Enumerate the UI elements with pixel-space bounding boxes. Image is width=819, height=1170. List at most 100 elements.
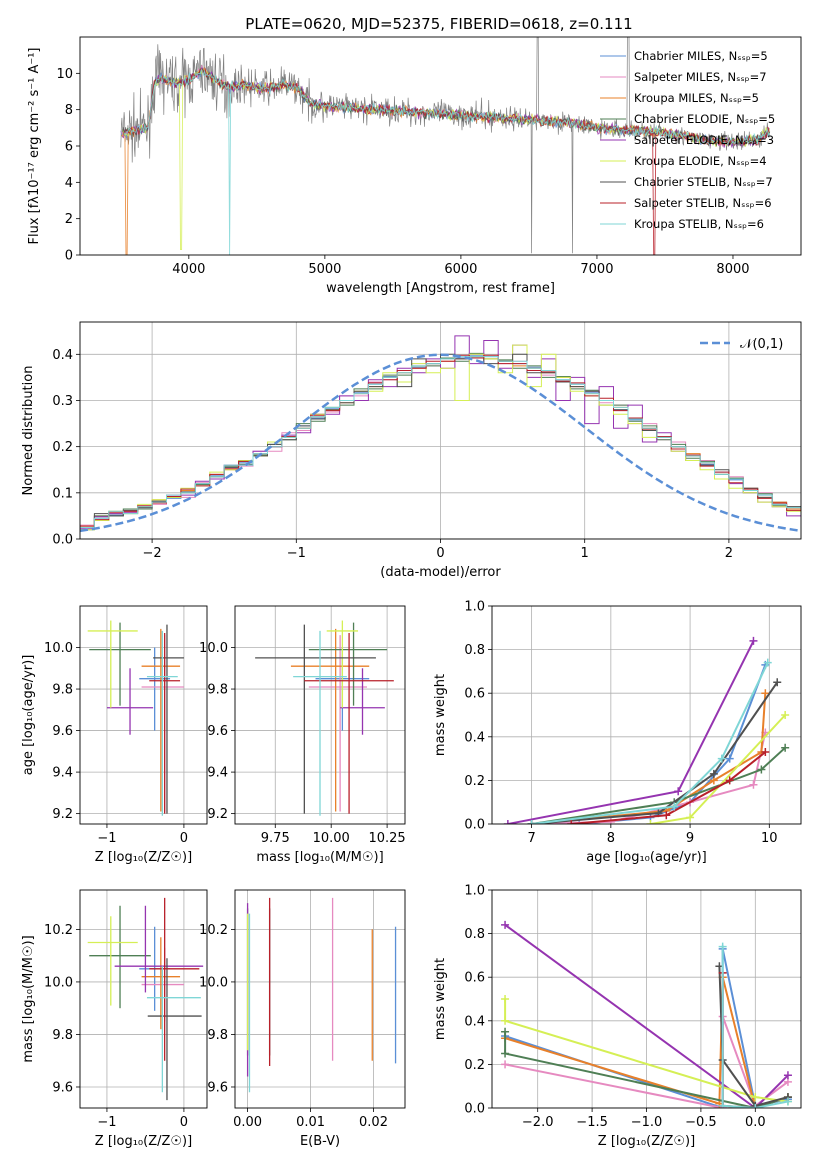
weight-marker [761, 748, 770, 757]
weight-marker [686, 813, 695, 822]
errorbar-point-1 [308, 635, 367, 812]
y-tick-label: 1.0 [464, 600, 485, 615]
x-tick-label: −2.0 [522, 1115, 554, 1130]
weight-marker [501, 1027, 510, 1036]
x-tick-label: 7000 [580, 262, 613, 277]
weight-line-5 [504, 999, 789, 1103]
x-axis-label: E(B-V) [300, 1134, 340, 1149]
x-tick-label: −1.0 [631, 1115, 663, 1130]
y-axis-label: mass [log₁₀(M/M☉)] [21, 935, 36, 1062]
y-tick-label: 9.6 [52, 1080, 73, 1095]
y-tick-label: 9.8 [207, 683, 228, 698]
weight-marker [717, 754, 726, 763]
y-tick-label: 10.0 [199, 641, 228, 656]
x-tick-label: 0 [436, 546, 444, 561]
errorbar-point-7 [304, 632, 394, 814]
y-tick-label: 9.4 [207, 766, 228, 781]
errorbar-point-7 [149, 632, 181, 814]
errorbar-point-2 [290, 628, 370, 812]
errorbar-point-4 [114, 905, 204, 993]
x-tick-label: −0.5 [685, 1115, 717, 1130]
axes-frame [79, 36, 802, 256]
weight-marker [606, 817, 615, 824]
x-tick-label: 10.25 [368, 831, 405, 846]
x-tick-label: 7 [527, 831, 535, 846]
errorbar-point-4 [340, 668, 385, 735]
weight-marker [501, 1016, 510, 1025]
y-tick-label: 4 [65, 176, 73, 191]
y-tick-label: 0.4 [464, 730, 485, 745]
x-tick-label: 10.00 [313, 831, 350, 846]
weight-line-7 [571, 751, 766, 824]
weight-marker [783, 1097, 792, 1106]
weight-line-3 [504, 1031, 789, 1108]
weight-marker [670, 802, 679, 811]
weight-marker [575, 820, 584, 824]
weight-line-6 [718, 966, 789, 1107]
legend-label: Chabrier MILES, Nₛₛₚ=5 [634, 49, 768, 63]
x-tick-label: −1 [287, 546, 306, 561]
y-tick-label: 0.2 [52, 440, 73, 455]
weight-marker [501, 920, 510, 929]
weight-marker [725, 754, 734, 763]
plot-area [80, 322, 801, 539]
errorbar-point-3 [89, 622, 151, 706]
weight-marker [501, 1060, 510, 1069]
errorbar-point-4 [106, 668, 154, 735]
errorbar-point-6 [255, 624, 376, 814]
legend-label: Chabrier ELODIE, Nₛₛₚ=5 [634, 112, 775, 126]
legend-label: Salpeter STELIB, Nₛₛₚ=6 [634, 196, 772, 210]
plot-area [235, 890, 405, 1108]
x-axis-label: Z [log₁₀(Z/Z☉)] [598, 1134, 695, 1149]
errorbar-point-7 [149, 897, 200, 1061]
plot-area [120, 37, 771, 255]
weight-marker [749, 780, 758, 789]
plot-area [492, 606, 801, 824]
y-tick-label: 0.0 [464, 1102, 485, 1117]
y-axis-label: mass weight [433, 958, 448, 1040]
x-tick-label: 0.02 [359, 1115, 388, 1130]
panel-age-vs-Z: −1 0 9.2 9.4 9.6 9.8 10.0 Z [log₁₀(Z/Z☉)] age [l… [21, 605, 208, 865]
errorbar-point-3 [308, 622, 388, 706]
errorbar-point-5 [87, 916, 138, 1006]
y-tick-label: 10.0 [199, 975, 228, 990]
y-tick-label: 2 [65, 212, 73, 227]
x-tick-label: −1 [97, 1115, 116, 1130]
weight-marker [709, 769, 718, 778]
y-tick-label: 0.6 [464, 687, 485, 702]
panel-mass-weight-vs-age: 7 8 9 10 0.0 0.2 0.4 0.6 0.8 1.0 age [log₁₀(age/yr… [433, 600, 802, 865]
weight-marker [751, 1093, 760, 1102]
legend-label: Chabrier STELIB, Nₛₛₚ=7 [634, 175, 773, 189]
legend-label: Kroupa ELODIE, Nₛₛₚ=4 [634, 154, 767, 168]
y-tick-label: 9.6 [207, 724, 228, 739]
axes-frame [79, 605, 208, 825]
legend-label: Kroupa STELIB, Nₛₛₚ=6 [634, 217, 764, 231]
y-tick-label: 9.8 [52, 1028, 73, 1043]
errorbar-point-5 [87, 620, 138, 708]
axes-frame [79, 321, 802, 540]
axes-frame [491, 889, 802, 1109]
weight-line-8 [721, 946, 789, 1108]
weight-marker [761, 689, 770, 698]
y-tick-label: 10.2 [199, 923, 228, 938]
x-tick-label: 6000 [444, 262, 477, 277]
y-tick-label: 0.4 [52, 348, 73, 363]
errorbar-point-5 [326, 620, 359, 708]
y-tick-label: 0.2 [464, 774, 485, 789]
weight-marker [527, 820, 536, 824]
weight-line-8 [531, 662, 769, 824]
axes-frame [234, 605, 406, 825]
weight-marker [781, 711, 790, 719]
legend-label: Salpeter ELODIE, Nₛₛₚ=3 [634, 133, 774, 147]
panel-mass-vs-Z: −1 0 9.6 9.8 10.0 10.2 Z [log₁₀(Z/Z☉)] mass [lo… [21, 889, 208, 1149]
axes-frame [79, 889, 208, 1109]
y-axis-label: Normed distribution [21, 366, 36, 496]
x-tick-label: 1 [581, 546, 589, 561]
y-tick-label: 0.2 [464, 1058, 485, 1073]
x-tick-label: 9 [686, 831, 694, 846]
y-tick-label: 9.4 [52, 766, 73, 781]
y-tick-label: 0.8 [464, 927, 485, 942]
y-tick-label: 0.4 [464, 1014, 485, 1029]
x-axis-label: Z [log₁₀(Z/Z☉)] [95, 1134, 192, 1149]
